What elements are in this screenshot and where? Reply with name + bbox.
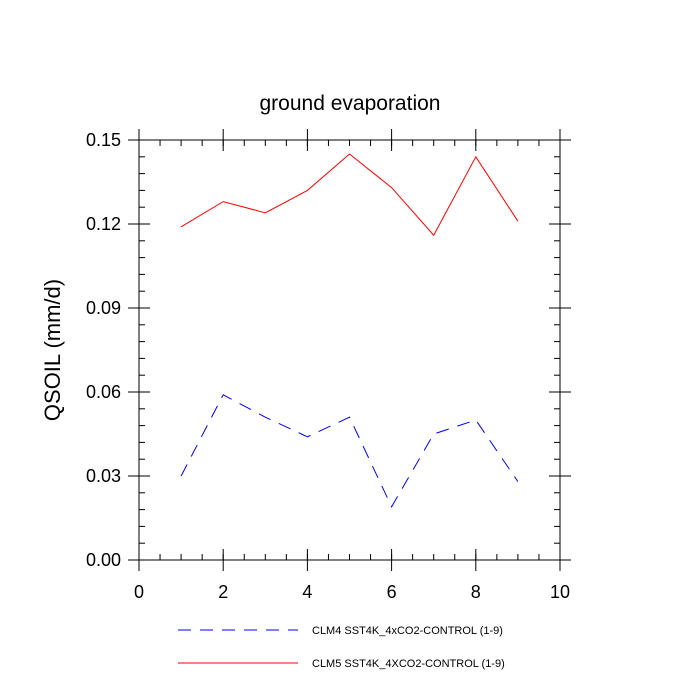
y-axis-label: QSOIL (mm/d) [40,279,65,421]
legend-label-2: CLM5 SST4K_4XCO2-CONTROL (1-9) [312,658,505,670]
x-tick-label: 2 [218,582,228,602]
y-tick-label: 0.15 [86,130,121,150]
series-line-2 [180,153,519,237]
x-tick-label: 0 [134,582,144,602]
legend: CLM4 SST4K_4xCO2-CONTROL (1-9) CLM5 SST4K… [178,625,505,670]
axis-ticks [128,129,571,571]
series-lines [180,153,519,508]
y-tick-label: 0.06 [86,382,121,402]
y-tick-label: 0.09 [86,298,121,318]
x-tick-label: 4 [302,582,312,602]
axis-tick-labels: 0 2 4 6 8 10 0.00 0.03 0.06 0.09 0.12 0.15 [86,130,570,602]
x-tick-label: 8 [471,582,481,602]
y-tick-label: 0.00 [86,550,121,570]
x-tick-label: 6 [387,582,397,602]
y-tick-label: 0.03 [86,466,121,486]
series-line-1 [180,394,519,508]
legend-label-1: CLM4 SST4K_4xCO2-CONTROL (1-9) [312,625,503,637]
chart-title: ground evaporation [260,92,441,115]
x-tick-label: 10 [550,582,570,602]
y-tick-label: 0.12 [86,214,121,234]
